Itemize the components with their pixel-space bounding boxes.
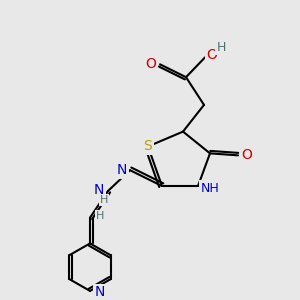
Text: O: O [242, 148, 252, 162]
Text: H: H [216, 41, 226, 54]
Text: NH: NH [201, 182, 219, 194]
Text: N: N [94, 183, 104, 197]
Text: O: O [146, 57, 156, 71]
Text: N: N [117, 163, 127, 177]
Text: N: N [95, 285, 105, 299]
Text: O: O [207, 48, 218, 62]
Text: H: H [100, 195, 108, 205]
Text: S: S [144, 140, 152, 153]
Text: H: H [96, 211, 104, 221]
